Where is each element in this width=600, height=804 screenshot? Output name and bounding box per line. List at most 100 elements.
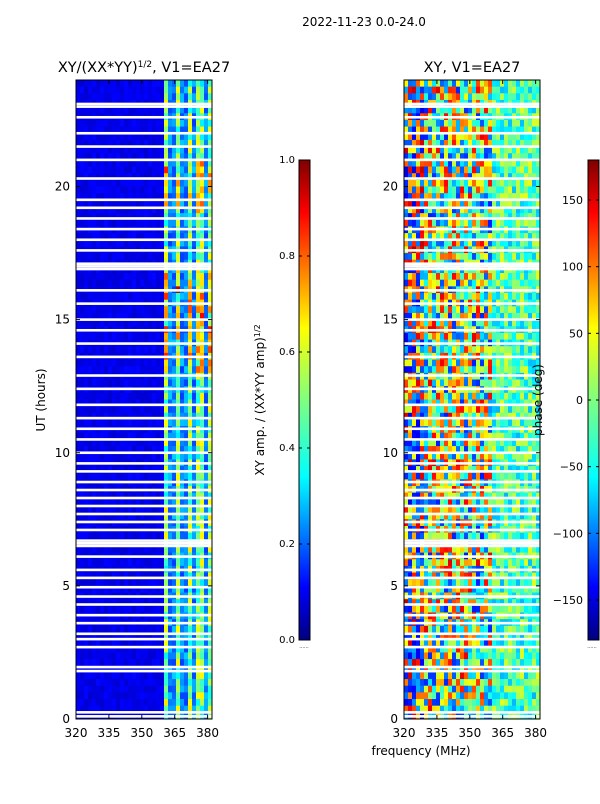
heatmap-cell (140, 679, 144, 686)
heatmap-cell (76, 220, 80, 227)
heatmap-cell (132, 280, 136, 287)
heatmap-cell (124, 419, 128, 426)
heatmap-cell (172, 180, 176, 187)
heatmap-cell (148, 306, 152, 313)
heatmap-cell (496, 93, 500, 100)
heatmap-cell (520, 220, 524, 227)
heatmap-cell (412, 360, 416, 367)
heatmap-cell (152, 380, 156, 387)
heatmap-cell (112, 533, 116, 540)
left-colorbar-bar (299, 160, 310, 640)
heatmap-cell (120, 393, 124, 400)
heatmap-cell (452, 273, 456, 280)
heatmap-cell (136, 672, 140, 679)
right-heatmap (404, 80, 540, 719)
heatmap-cell (168, 187, 172, 194)
heatmap-cell (168, 167, 172, 174)
heatmap-cell (124, 473, 128, 480)
heatmap-cell (460, 273, 464, 280)
heatmap-cell (428, 380, 432, 387)
heatmap-cell (132, 360, 136, 367)
heatmap-cell (436, 187, 440, 194)
heatmap-cell (132, 679, 136, 686)
heatmap-cell (476, 366, 480, 373)
heatmap-cell (192, 380, 196, 387)
heatmap-cell (76, 679, 80, 686)
heatmap-cell (444, 346, 448, 353)
heatmap-cell (84, 579, 88, 586)
heatmap-cell (148, 679, 152, 686)
heatmap-cell (80, 93, 84, 100)
heatmap-cell (120, 672, 124, 679)
heatmap-cell (428, 220, 432, 227)
heatmap-cell (184, 346, 188, 353)
heatmap-cell (96, 87, 100, 94)
heatmap-cell (112, 187, 116, 194)
heatmap-cell (200, 406, 204, 413)
heatmap-cell (144, 559, 148, 566)
heatmap-cell (432, 80, 436, 87)
heatmap-cell (204, 533, 208, 540)
heatmap-cell (196, 333, 200, 340)
heatmap-cell (104, 220, 108, 227)
heatmap-cell (128, 333, 132, 340)
heatmap-cell (112, 180, 116, 187)
heatmap-cell (80, 167, 84, 174)
heatmap-cell (192, 579, 196, 586)
heatmap-cell (164, 692, 168, 699)
heatmap-cell (416, 380, 420, 387)
y-tick-label: 0 (62, 712, 70, 726)
heatmap-cell (200, 393, 204, 400)
data-gap-row (76, 342, 212, 345)
heatmap-cell (444, 273, 448, 280)
heatmap-cell (532, 253, 536, 260)
heatmap-cell (428, 366, 432, 373)
heatmap-cell (532, 167, 536, 174)
heatmap-cell (136, 93, 140, 100)
heatmap-cell (168, 346, 172, 353)
heatmap-cell (172, 187, 176, 194)
heatmap-cell (512, 87, 516, 94)
heatmap-cell (156, 120, 160, 127)
heatmap-cell (168, 280, 172, 287)
heatmap-cell (116, 87, 120, 94)
heatmap-cell (420, 80, 424, 87)
heatmap-cell (180, 280, 184, 287)
heatmap-cell (472, 120, 476, 127)
heatmap-cell (92, 380, 96, 387)
heatmap-cell (512, 366, 516, 373)
heatmap-cell (104, 253, 108, 260)
heatmap-cell (184, 533, 188, 540)
heatmap-cell (460, 253, 464, 260)
heatmap-cell (160, 672, 164, 679)
heatmap-cell (528, 280, 532, 287)
heatmap-cell (428, 306, 432, 313)
heatmap-cell (188, 559, 192, 566)
heatmap-cell (128, 306, 132, 313)
heatmap-cell (156, 679, 160, 686)
heatmap-cell (432, 393, 436, 400)
heatmap-cell (204, 473, 208, 480)
heatmap-cell (476, 80, 480, 87)
heatmap-cell (120, 686, 124, 693)
heatmap-cell (140, 686, 144, 693)
heatmap-cell (184, 559, 188, 566)
heatmap-cell (404, 333, 408, 340)
heatmap-cell (528, 220, 532, 227)
heatmap-cell (128, 360, 132, 367)
heatmap-cell (180, 692, 184, 699)
heatmap-cell (116, 659, 120, 666)
heatmap-cell (184, 306, 188, 313)
heatmap-cell (188, 253, 192, 260)
heatmap-cell (436, 366, 440, 373)
heatmap-cell (180, 393, 184, 400)
heatmap-cell (92, 87, 96, 94)
heatmap-cell (176, 606, 180, 613)
heatmap-cell (156, 253, 160, 260)
heatmap-cell (156, 686, 160, 693)
heatmap-cell (84, 293, 88, 300)
data-gap-row (76, 207, 212, 210)
heatmap-cell (108, 273, 112, 280)
heatmap-cell (184, 333, 188, 340)
heatmap-cell (160, 393, 164, 400)
